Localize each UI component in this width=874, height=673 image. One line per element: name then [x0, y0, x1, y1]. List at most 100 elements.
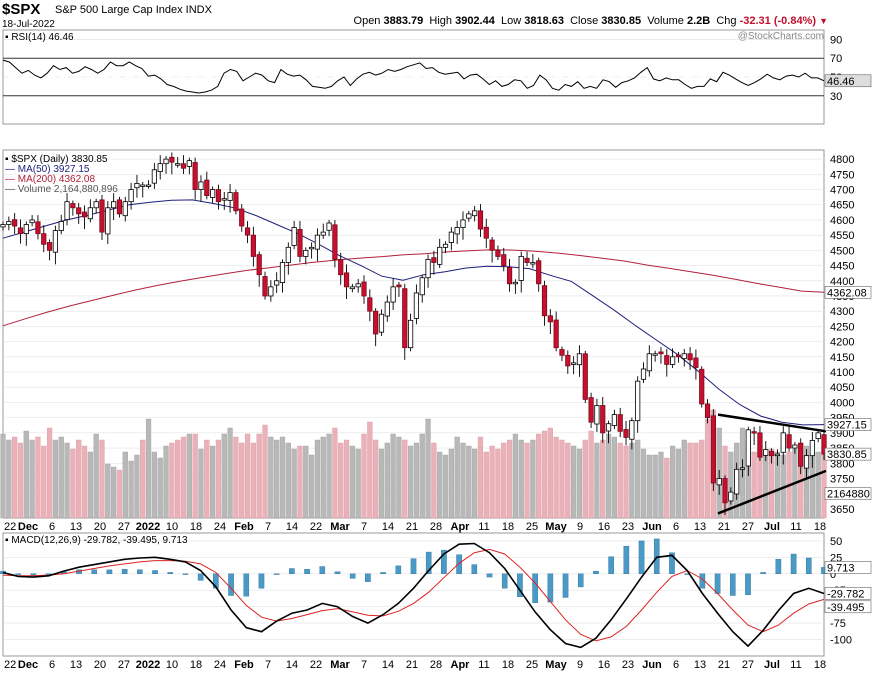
- candle-down: [81, 211, 88, 218]
- candle-up: [6, 221, 12, 225]
- volume-bar: [524, 442, 530, 519]
- volume-bar: [390, 433, 396, 519]
- rsi-line: [2, 59, 825, 94]
- volume-bar: [93, 433, 99, 519]
- price-tick-label: 4100: [830, 367, 854, 379]
- candle-down: [12, 219, 18, 227]
- candle-down: [250, 234, 256, 257]
- candle-up: [635, 380, 641, 422]
- macd-x-tick-label: Jun: [642, 659, 662, 671]
- volume-bar: [384, 442, 390, 519]
- ma200-value-tag: 4362.08: [827, 287, 867, 299]
- volume-bar: [477, 436, 484, 519]
- price-x-tick-label: 13: [694, 521, 706, 533]
- price-tick-label: 3750: [830, 473, 854, 485]
- macd-x-tick-label: 28: [430, 659, 442, 671]
- candle-up: [314, 234, 321, 250]
- price-x-tick-label: 7: [265, 521, 271, 533]
- volume-bar: [215, 439, 222, 519]
- candle-up: [23, 224, 29, 235]
- candle-up: [437, 246, 443, 265]
- macd-value-tag-box: [824, 587, 872, 600]
- candle-down: [768, 450, 775, 457]
- close-label: Close: [570, 15, 599, 27]
- price-x-tick-label: 18: [190, 521, 202, 533]
- macd-histogram-bar: [91, 569, 98, 574]
- candle-up: [734, 468, 740, 495]
- candle-down: [821, 434, 827, 455]
- price-x-tick-label: 24: [214, 521, 226, 533]
- volume-bar: [378, 448, 385, 519]
- candle-up: [413, 292, 420, 319]
- candle-down: [786, 434, 792, 449]
- price-x-tick-label: 18: [814, 521, 826, 533]
- price-tick-label: 4550: [830, 230, 854, 242]
- volume-bar: [512, 433, 518, 519]
- volume-bar: [687, 442, 693, 519]
- volume-label: Volume: [647, 15, 684, 27]
- macd-histogram-bar: [608, 556, 614, 574]
- macd-x-tick-label: May: [545, 659, 567, 671]
- candle-down: [204, 179, 210, 197]
- price-x-tick-label: 2022: [136, 521, 160, 533]
- candle-up: [355, 283, 361, 288]
- candle-up: [140, 184, 146, 187]
- volume-bar: [530, 439, 536, 519]
- macd-histogram-bar: [729, 573, 736, 596]
- volume-bar: [361, 433, 367, 519]
- macd-x-tick-label: 18: [190, 659, 202, 671]
- candle-down: [46, 242, 53, 251]
- rsi-tick-label: 30: [830, 91, 842, 103]
- candle-down: [239, 208, 245, 227]
- macd-histogram-bar: [121, 568, 128, 574]
- volume-bar: [646, 454, 652, 519]
- price-tick-label: 4300: [830, 306, 854, 318]
- volume-bar: [23, 430, 29, 519]
- volume-bar: [623, 445, 629, 519]
- candle-up: [792, 444, 798, 449]
- ma200-line: [2, 249, 825, 327]
- price-x-tick-label: 11: [478, 521, 489, 533]
- candle-up: [745, 429, 751, 467]
- price-x-tick-label: 14: [286, 521, 298, 533]
- volume-bar: [6, 439, 12, 519]
- volume-bar: [699, 439, 705, 519]
- price-tick-label: 3650: [830, 504, 854, 516]
- candle-up: [175, 163, 181, 166]
- macd-histogram-bar: [197, 573, 204, 581]
- macd-signal-value-tag-box: [824, 600, 872, 614]
- candle-up: [774, 453, 781, 457]
- candle-up: [378, 313, 385, 333]
- volume-bar: [553, 436, 559, 519]
- candle-down: [477, 210, 484, 230]
- macd-x-tick-label: 2022: [136, 659, 160, 671]
- macd-x-tick-label: Jul: [764, 659, 780, 671]
- candle-up: [571, 362, 577, 365]
- macd-x-tick-label: Mar: [330, 659, 350, 671]
- volume-bar: [483, 451, 489, 519]
- ma50-legend: — MA(50) 3927.15: [5, 164, 90, 175]
- candle-up: [442, 243, 449, 248]
- candle-down: [687, 353, 693, 361]
- candle-up: [157, 163, 163, 172]
- quote-summary: Open 3883.79 High 3902.44 Low 3818.63 Cl…: [354, 15, 828, 27]
- volume-bar: [617, 442, 623, 519]
- candle-up: [815, 432, 821, 440]
- price-x-tick-label: 23: [622, 521, 634, 533]
- macd-x-tick-label: 10: [166, 659, 178, 671]
- price-x-tick-label: 25: [526, 521, 538, 533]
- price-x-tick-label: Feb: [234, 521, 254, 533]
- candle-up: [303, 249, 309, 257]
- macd-histogram-bar: [15, 573, 22, 575]
- macd-histogram-bar: [623, 545, 630, 574]
- candle-up: [419, 277, 425, 296]
- candle-down: [506, 266, 513, 285]
- rsi-value-tag: 46.46: [827, 76, 855, 88]
- volume-bar: [635, 439, 641, 519]
- candle-down: [343, 272, 350, 288]
- volume-bar: [681, 439, 687, 519]
- rsi-panel-frame: [2, 29, 825, 125]
- candle-down: [704, 403, 711, 419]
- volume-bar: [41, 445, 47, 519]
